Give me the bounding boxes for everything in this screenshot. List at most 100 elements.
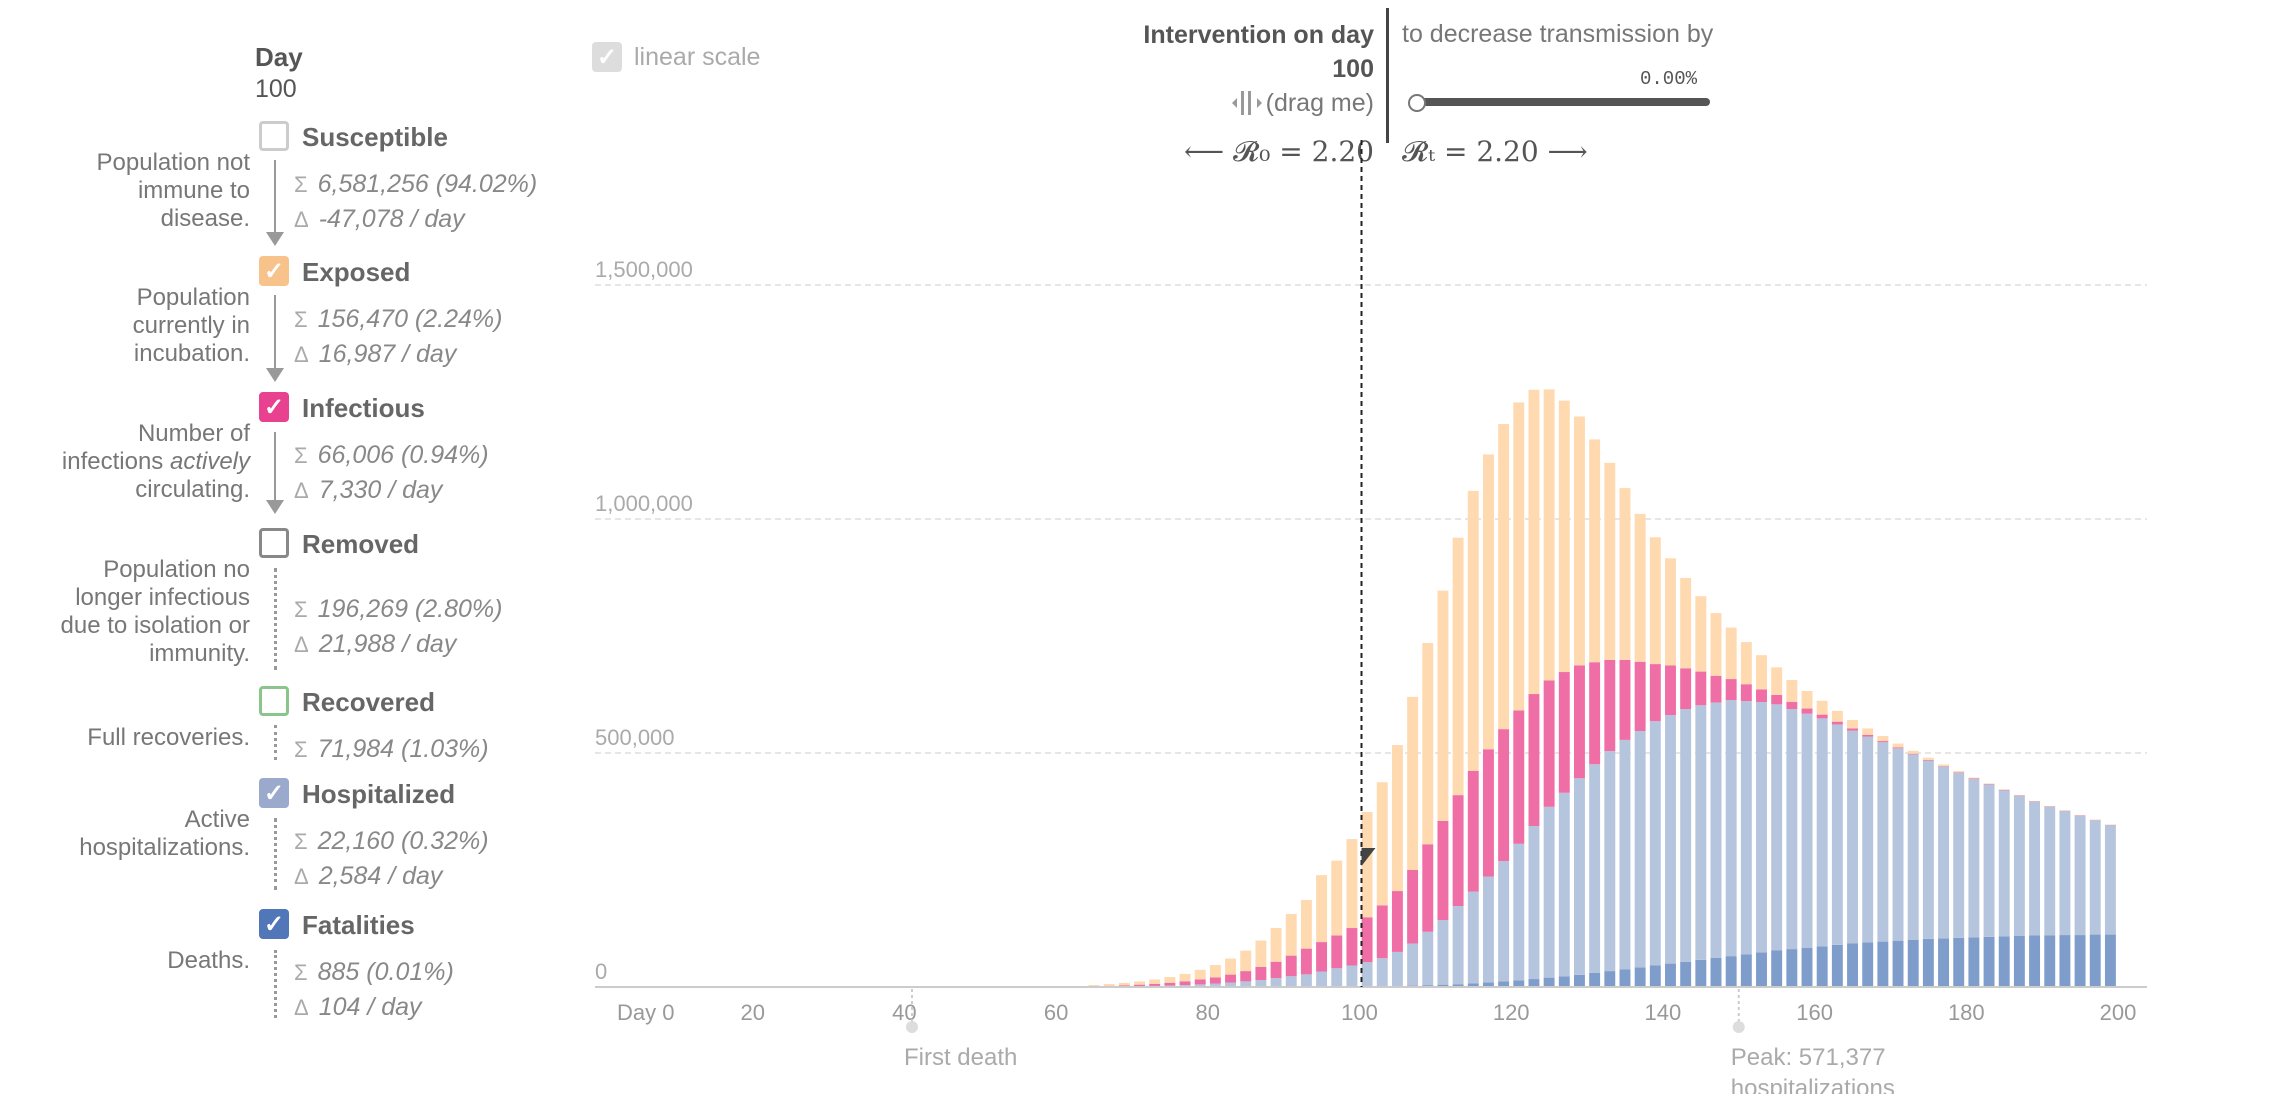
drag-icon[interactable] [1228,88,1266,118]
day-label: Day [255,42,303,72]
removed-checkbox[interactable] [259,528,289,558]
exposed-checkbox[interactable]: ✓ [259,256,289,286]
exposed-bar [1498,423,1510,730]
infectious-bar [1665,665,1676,716]
hospitalized-bar [1452,906,1464,985]
recovered-sum: Σ 71,984 (1.03%) [294,735,489,764]
recovered-checkbox[interactable] [259,686,289,716]
hospitalized-bar [1998,789,2010,937]
fatalities-bar [1574,974,1585,987]
exposed-bar [1634,513,1646,662]
susceptible-description: Population not immune to disease. [0,149,250,233]
exposed-bar [1103,984,1115,986]
compartment-legend: Day 100 Susceptible Population not immune … [0,0,560,1094]
annotation-label: hospitalizations [1731,1075,1895,1094]
fatalities-bar [1710,957,1722,987]
fatalities-bar [1953,937,1965,987]
removed-description-line: Population no [103,556,250,583]
intervention-handle-line[interactable] [1386,8,1389,143]
infectious-description-line: Number of [137,420,250,447]
exposed-bar [1088,985,1100,987]
infectious-bar [1528,694,1540,827]
fatalities-bar [1498,981,1510,987]
infectious-bar [1892,747,1904,749]
exposed-bar [1983,783,1995,785]
hospitalized-bar [2044,806,2056,936]
infectious-bar [1118,985,1130,987]
hospitalized-description: Active hospitalizations. [0,806,250,862]
hospitalized-bar [1316,971,1328,987]
hospitalized-bar [1801,713,1813,948]
hospitalized-bar [1953,772,1965,938]
hospitalized-bar [1938,766,1950,939]
exposed-bar [1892,743,1904,748]
fatalities-bar [1695,959,1707,987]
exposed-sum: Σ 156,470 (2.24%) [294,305,502,334]
infectious-bar [1786,701,1798,710]
infectious-bar [1134,984,1145,987]
hospitalized-bar [1361,962,1373,987]
infectious-bar [1649,664,1661,722]
exposed-bar [1665,558,1676,666]
hospitalized-bar [1331,968,1343,987]
removed-description-line: longer infectious [75,584,250,611]
removed-description: Population no longer infectious due to iso… [0,556,250,668]
transmission-slider-track[interactable] [1410,98,1710,106]
hospitalized-bar [1422,931,1434,986]
fatalities-bar [1998,936,2010,987]
fatalities-bar [1831,944,1843,987]
delta-symbol: Δ [294,864,309,889]
exposed-bar [1285,913,1297,956]
x-tick-label: 120 [1493,1000,1530,1025]
sum-value: 71,984 (1.03%) [317,735,489,763]
drag-handle[interactable]: (drag me) [1228,88,1374,118]
fatalities-bar [1983,936,1995,987]
hospitalized-bar [1437,920,1449,985]
infectious-bar [1922,759,1934,761]
flow-connector [274,725,277,760]
exposed-bar [2059,810,2071,811]
exposed-bar [1528,389,1540,695]
infectious-bar [1164,982,1176,986]
infectious-bar [1589,662,1601,765]
hospitalized-bar [1892,748,1904,941]
hospitalized-bar [1498,861,1510,982]
fatalities-bar [1801,947,1813,987]
exposed-bar [2104,824,2116,826]
transmission-slider-knob[interactable] [1408,94,1426,112]
hospitalized-checkbox[interactable]: ✓ [259,778,289,808]
hospitalized-bar [1482,876,1494,983]
flow-arrow-icon [266,368,284,382]
susceptible-delta: Δ -47,078 / day [294,205,465,234]
sum-value: 6,581,256 (94.02%) [317,170,538,198]
delta-symbol: Δ [294,995,309,1020]
hospitalized-bar [1376,958,1388,987]
linear-scale-checkbox[interactable]: ✓ [592,42,622,72]
susceptible-checkbox[interactable] [259,121,289,151]
infectious-bar [1270,961,1282,979]
hospitalized-bar [1467,891,1479,984]
hospitalized-bar [1771,704,1783,951]
fatalities-checkbox[interactable]: ✓ [259,909,289,939]
hospitalized-bar [1710,702,1722,958]
flow-arrow-icon [266,500,284,514]
hospitalized-bar [2059,810,2071,936]
exposed-bar [1543,389,1555,681]
fatalities-bar [1968,937,1980,987]
exposed-bar [1513,402,1525,711]
infectious-bar [1407,870,1419,944]
exposed-bar [1179,973,1191,982]
annotation-marker [905,1021,918,1033]
x-tick-label: 200 [2100,1000,2137,1025]
infectious-checkbox[interactable]: ✓ [259,392,289,422]
exposed-bar [1240,950,1252,972]
hospitalized-label: Hospitalized [302,779,456,809]
intervention-heading: Intervention on day 100 [1143,18,1374,86]
linear-scale-toggle[interactable]: ✓ linear scale [592,42,760,72]
infectious-bar [1240,971,1252,982]
exposed-bar [1452,537,1464,796]
delta-value: 21,988 / day [318,630,457,658]
infectious-bar [1149,983,1161,986]
hospitalized-bar [1589,764,1601,973]
exposed-bar [1316,875,1328,943]
